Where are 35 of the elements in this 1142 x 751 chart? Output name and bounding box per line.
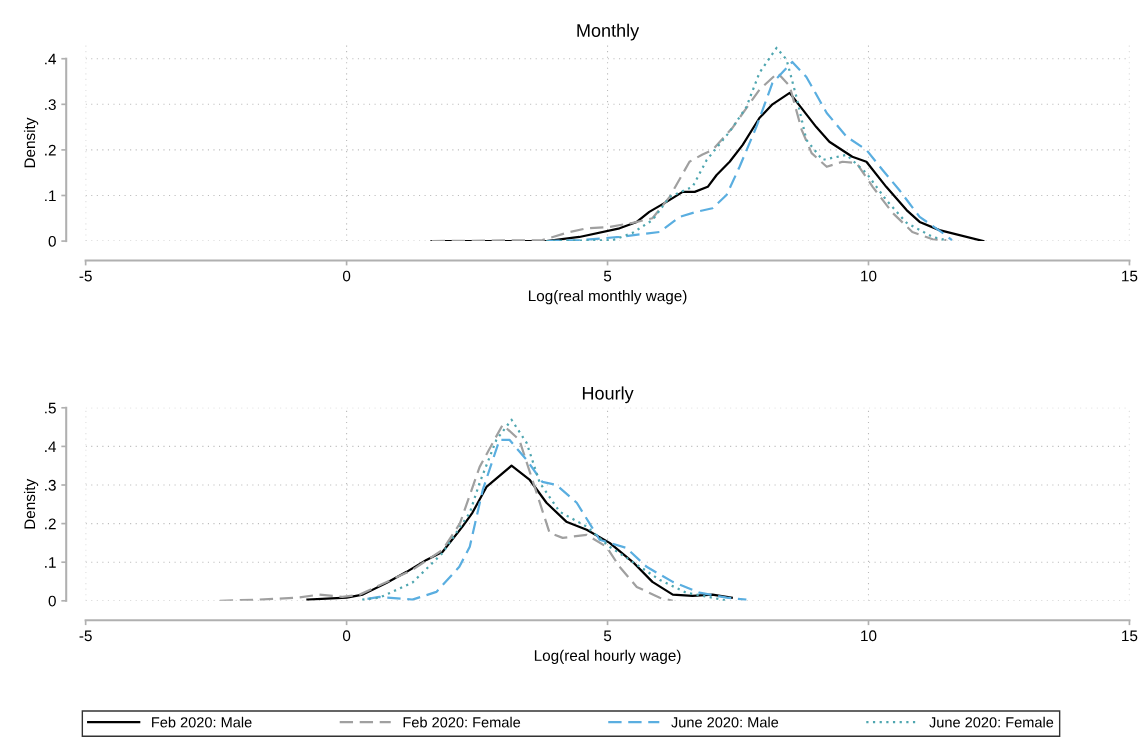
y-tick-label: .4 — [45, 441, 57, 452]
x-tick-label: -5 — [79, 630, 92, 642]
x-tick-label: -5 — [79, 270, 92, 282]
y-tick-label: 0 — [48, 235, 56, 247]
chart-title: Monthly — [577, 23, 640, 41]
y-axis-title: Density — [23, 117, 39, 168]
line-series — [430, 91, 985, 242]
legend-label: June 2020: Female — [929, 716, 1054, 728]
y-tick-label: .1 — [45, 557, 56, 568]
x-tick-label: 0 — [342, 270, 351, 282]
line-series — [430, 71, 948, 242]
y-axis-title: Density — [23, 478, 39, 529]
y-tick-label: .2 — [45, 144, 56, 156]
y-tick-label: .1 — [45, 190, 56, 202]
x-tick-label: 10 — [861, 630, 877, 642]
x-tick-label: 15 — [1122, 630, 1138, 642]
x-axis-title: Log(real hourly wage) — [534, 649, 681, 665]
y-tick-label: .2 — [45, 518, 56, 530]
y-tick-label: 0 — [48, 595, 56, 607]
x-tick-label: 10 — [861, 270, 877, 282]
y-tick-label: .4 — [45, 53, 57, 65]
x-tick-label: 5 — [603, 630, 612, 642]
x-tick-label: 0 — [342, 630, 351, 642]
legend-label: June 2020: Male — [671, 716, 779, 728]
chart-title: Hourly — [582, 386, 634, 404]
y-tick-label: .5 — [45, 402, 56, 414]
legend-label: Feb 2020: Male — [152, 716, 252, 728]
legend-label: Feb 2020: Female — [403, 716, 521, 728]
y-tick-label: .3 — [45, 99, 56, 111]
x-axis-title: Log(real monthly wage) — [528, 290, 687, 305]
line-series — [306, 464, 733, 601]
line-series — [366, 438, 748, 601]
x-tick-label: 5 — [603, 270, 612, 282]
y-tick-label: .3 — [45, 479, 56, 491]
x-tick-label: 15 — [1122, 270, 1138, 282]
